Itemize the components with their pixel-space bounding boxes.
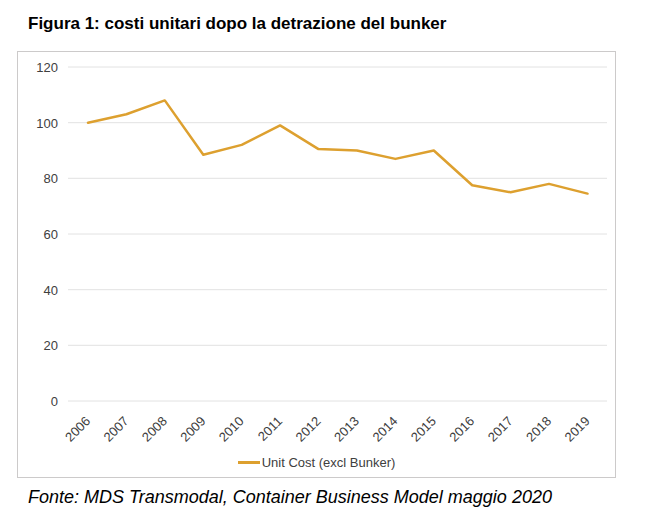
x-axis-tick-label: 2013 [331,414,362,445]
unit-cost-line-chart: 0204060801001202006200720082009201020112… [18,52,615,477]
x-axis-tick-label: 2017 [485,414,516,445]
x-axis-tick-label: 2010 [216,414,247,445]
legend-line-marker [238,461,260,464]
x-axis-tick-label: 2014 [369,414,400,445]
figure-title: Figura 1: costi unitari dopo la detrazio… [28,14,446,34]
legend-label: Unit Cost (excl Bunker) [262,455,396,470]
x-axis-tick-label: 2015 [408,414,439,445]
x-axis-tick-label: 2008 [139,414,170,445]
y-axis-tick-label: 80 [44,171,58,186]
source-note: Fonte: MDS Transmodal, Container Busines… [28,487,552,508]
chart-frame: 0204060801001202006200720082009201020112… [17,51,616,478]
chart-legend: Unit Cost (excl Bunker) [18,455,615,470]
unit-cost-line [88,100,588,193]
y-axis-tick-label: 120 [36,60,58,75]
x-axis-tick-label: 2018 [523,414,554,445]
x-axis-tick-label: 2019 [562,414,593,445]
y-axis-tick-label: 100 [36,116,58,131]
x-axis-tick-label: 2006 [62,414,93,445]
document-page: Figura 1: costi unitari dopo la detrazio… [0,0,649,524]
x-axis-tick-label: 2009 [177,414,208,445]
y-axis-tick-label: 20 [44,338,58,353]
y-axis-tick-label: 40 [44,283,58,298]
y-axis-tick-label: 60 [44,227,58,242]
x-axis-tick-label: 2007 [100,414,131,445]
x-axis-tick-label: 2016 [446,414,477,445]
y-axis-tick-label: 0 [51,394,58,409]
x-axis-tick-label: 2011 [255,414,285,444]
x-axis-tick-label: 2012 [293,414,324,445]
